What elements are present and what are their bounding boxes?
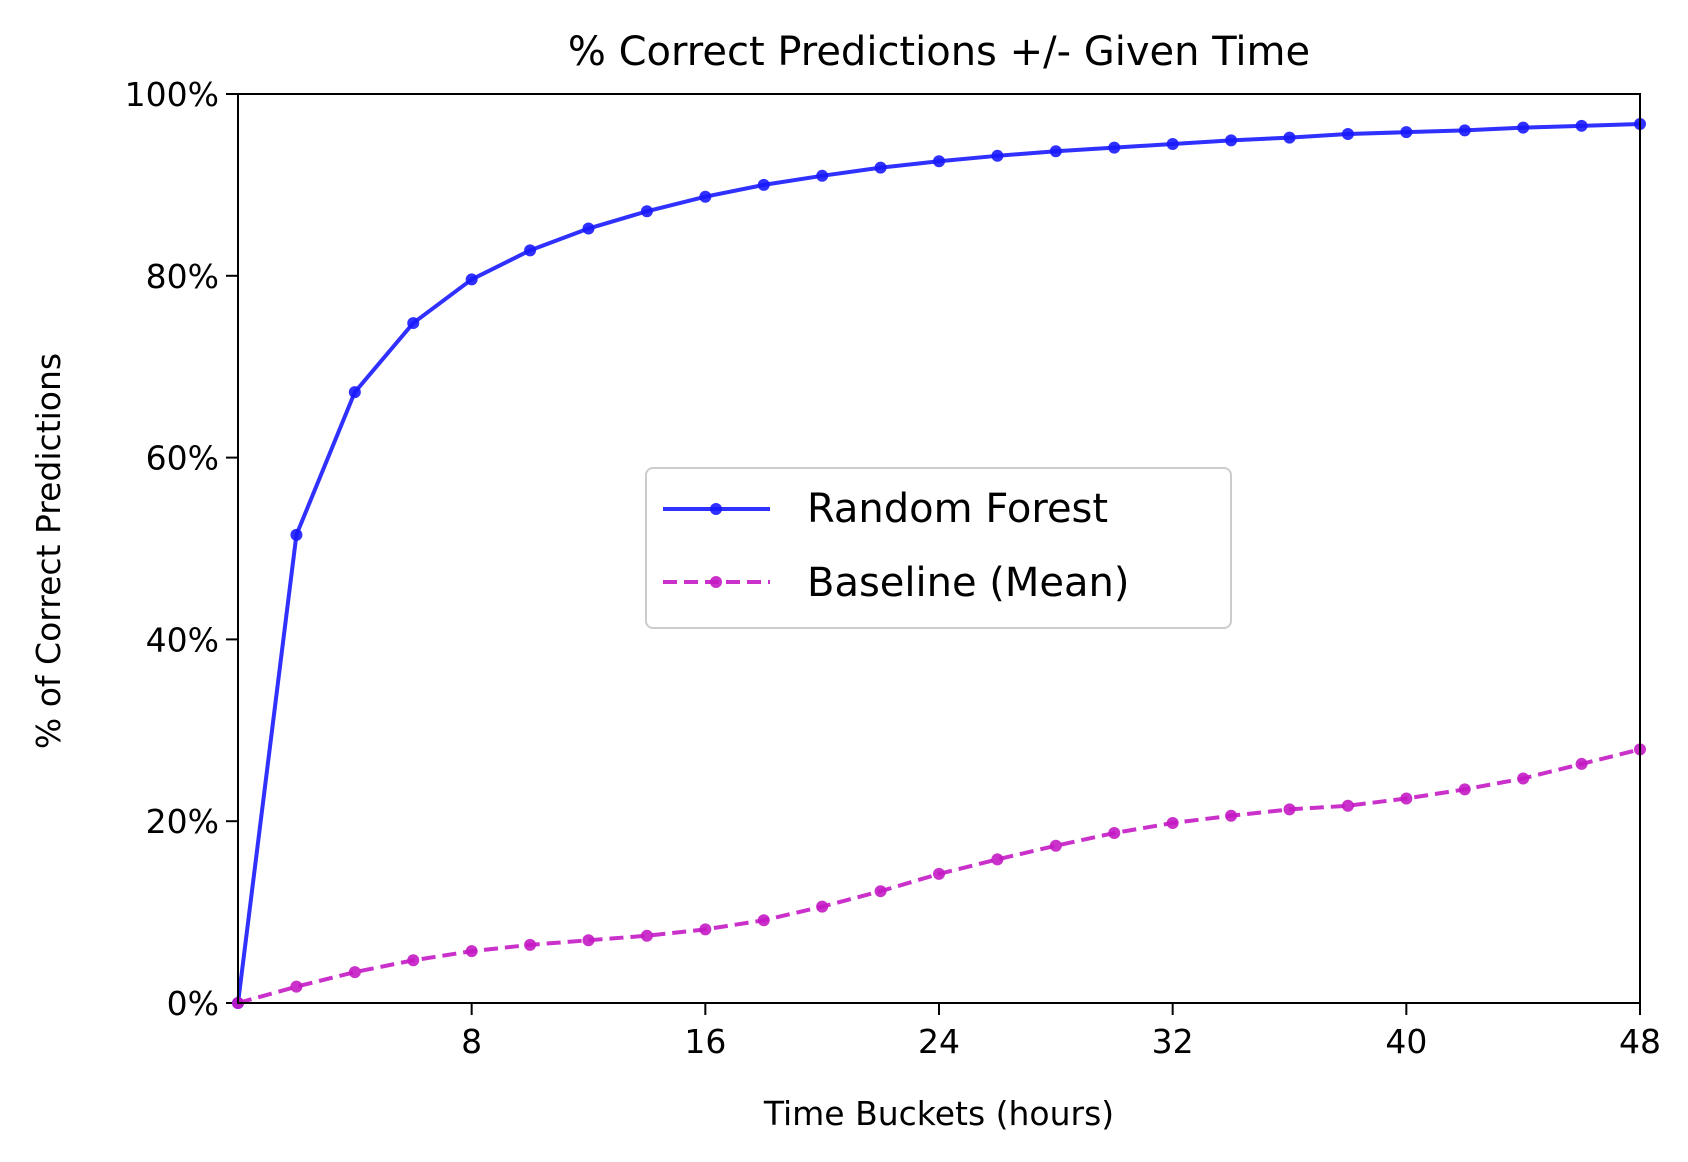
x-axis-label: Time Buckets (hours) — [763, 1094, 1114, 1133]
data-point-baseline-mean — [1575, 757, 1588, 770]
data-point-baseline-mean — [1049, 839, 1062, 852]
data-point-baseline-mean — [1225, 809, 1238, 822]
legend: Random Forest Baseline (Mean) — [645, 467, 1232, 629]
data-point-random-forest — [933, 155, 945, 168]
data-point-random-forest — [757, 178, 770, 191]
data-point-baseline-mean — [348, 966, 361, 979]
plot-series — [232, 117, 1646, 1009]
data-point-baseline-mean — [290, 980, 303, 993]
data-point-random-forest — [1400, 126, 1413, 139]
data-point-random-forest — [1575, 119, 1588, 132]
legend-marker-random-forest — [710, 503, 722, 515]
data-point-random-forest — [407, 317, 420, 330]
data-point-baseline-mean — [991, 853, 1004, 866]
y-tick-label: 20% — [146, 802, 219, 841]
data-point-baseline-mean — [465, 945, 478, 958]
data-point-baseline-mean — [1458, 783, 1471, 796]
y-tick-label: 40% — [146, 620, 219, 659]
data-point-random-forest — [991, 149, 1004, 162]
data-point-random-forest — [1283, 131, 1296, 144]
x-tick-label: 24 — [918, 1022, 960, 1061]
data-point-random-forest — [1108, 141, 1121, 154]
data-point-baseline-mean — [582, 934, 595, 947]
x-tick-label: 32 — [1152, 1022, 1194, 1061]
chart-title: % Correct Predictions +/- Given Time — [568, 29, 1310, 75]
x-tick-label: 16 — [684, 1022, 726, 1061]
data-point-random-forest — [1225, 134, 1238, 147]
data-point-random-forest — [1166, 137, 1179, 150]
data-point-random-forest — [1049, 145, 1062, 158]
data-point-random-forest — [816, 169, 829, 182]
y-tick-label: 0% — [167, 984, 219, 1023]
y-axis-label: % of Correct Predictions — [29, 353, 68, 749]
data-point-baseline-mean — [874, 885, 887, 898]
y-tick-label: 80% — [146, 257, 219, 296]
data-point-random-forest — [1517, 121, 1530, 134]
data-point-random-forest — [699, 190, 712, 203]
x-tick-label: 48 — [1619, 1022, 1661, 1061]
legend-box — [645, 467, 1232, 629]
x-tick-label: 40 — [1385, 1022, 1427, 1061]
y-tick-label: 100% — [125, 75, 219, 114]
data-point-baseline-mean — [407, 954, 420, 967]
legend-label-baseline-mean: Baseline (Mean) — [807, 560, 1130, 606]
data-point-random-forest — [874, 161, 887, 174]
plot-frame — [237, 93, 1641, 1004]
data-point-baseline-mean — [1108, 827, 1121, 840]
data-point-random-forest — [348, 386, 361, 399]
data-point-baseline-mean — [1400, 792, 1413, 805]
data-point-baseline-mean — [640, 929, 653, 942]
x-tick-label: 8 — [461, 1022, 482, 1061]
data-point-random-forest — [1341, 127, 1354, 140]
axis-ticks: 8 16 24 32 40 48 0% 20% 40% 60% 80% 100% — [125, 75, 1661, 1061]
data-point-baseline-mean — [1517, 772, 1530, 785]
data-point-baseline-mean — [1283, 803, 1296, 816]
data-point-random-forest — [1458, 124, 1471, 137]
data-point-baseline-mean — [757, 914, 770, 927]
data-point-random-forest — [640, 205, 653, 218]
data-point-baseline-mean — [1341, 799, 1354, 812]
legend-label-random-forest: Random Forest — [807, 486, 1108, 532]
data-point-baseline-mean — [933, 867, 945, 880]
data-point-random-forest — [290, 528, 303, 541]
data-point-baseline-mean — [1166, 817, 1179, 830]
data-point-random-forest — [582, 222, 595, 235]
y-tick-label: 60% — [146, 439, 219, 478]
data-point-baseline-mean — [699, 923, 712, 936]
legend-marker-baseline-mean — [710, 576, 722, 588]
data-point-random-forest — [465, 273, 478, 286]
data-point-random-forest — [524, 244, 537, 257]
data-point-baseline-mean — [524, 938, 537, 951]
data-point-baseline-mean — [816, 900, 829, 913]
